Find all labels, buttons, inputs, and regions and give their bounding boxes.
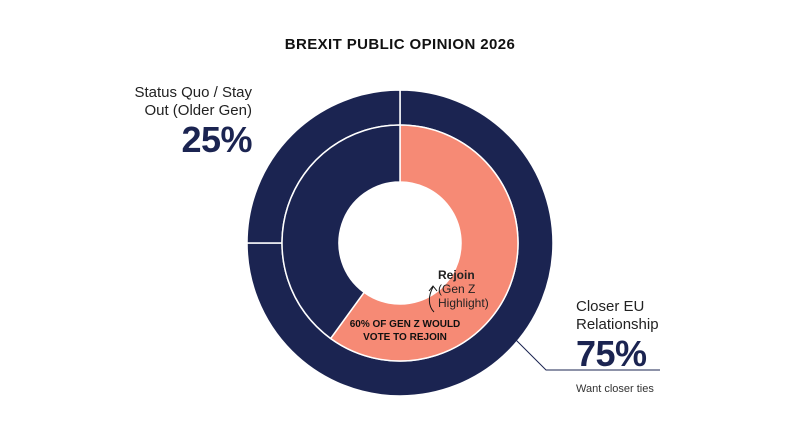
slice-label-closer-eu-text: Closer EU Relationship xyxy=(576,298,659,333)
inner-slice-label-rejoin: Rejoin (Gen Z Highlight) xyxy=(438,268,518,310)
annotation-arrow xyxy=(428,285,438,313)
slice-label-status-quo-text: Status Quo / Stay Out (Older Gen) xyxy=(134,84,252,119)
slice-sublabel-closer-eu: Want closer ties xyxy=(576,383,654,395)
annotation-note: 60% OF GEN Z WOULD VOTE TO REJOIN xyxy=(349,319,461,343)
inner-slice-label-rejoin-detail: (Gen Z Highlight) xyxy=(438,282,489,310)
leader-line xyxy=(515,339,660,371)
donut-hole xyxy=(339,182,461,304)
slice-label-status-quo: Status Quo / Stay Out (Older Gen) 25% xyxy=(112,84,252,160)
slice-label-closer-eu: Closer EU Relationship 75% Want closer t… xyxy=(576,298,686,398)
inner-slice-label-rejoin-title: Rejoin xyxy=(438,268,475,282)
slice-value-status-quo: 25% xyxy=(181,119,252,160)
chart-title: BREXIT PUBLIC OPINION 2026 xyxy=(284,36,516,53)
slice-value-closer-eu: 75% xyxy=(576,333,647,374)
